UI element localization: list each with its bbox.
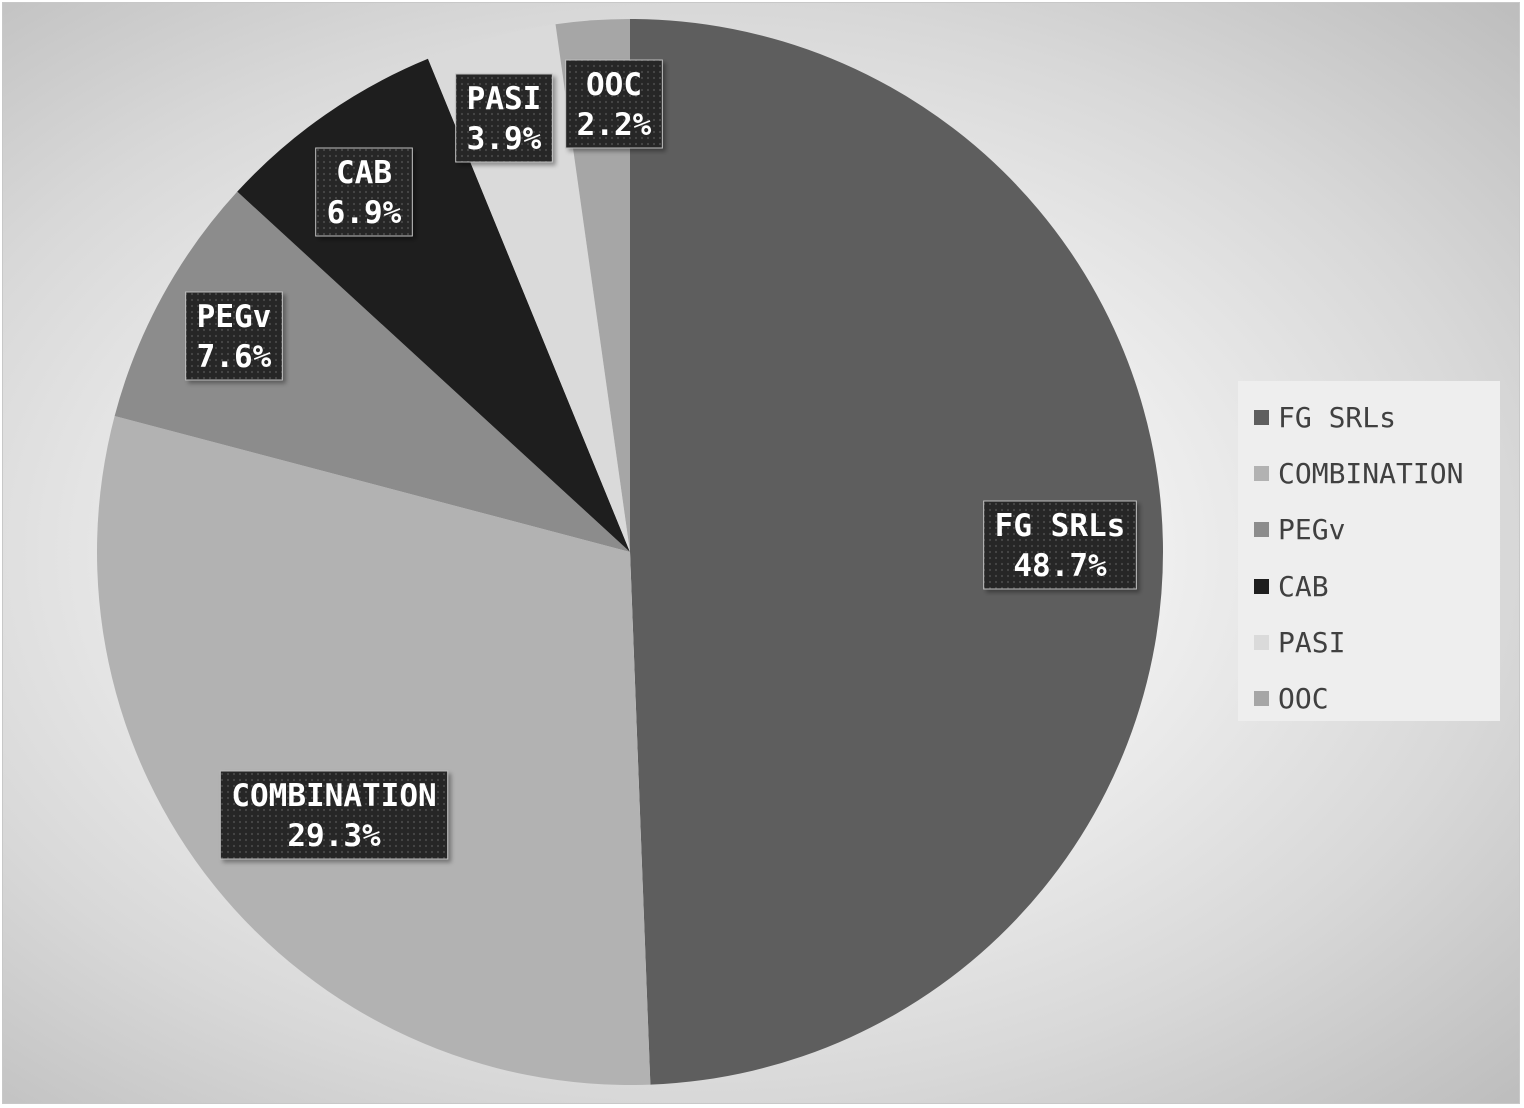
data-label-percent: 48.7%	[1013, 548, 1107, 584]
data-label-category: PASI	[467, 81, 542, 117]
pie-slice-pegv	[114, 191, 631, 552]
data-label-category: FG SRLs	[995, 508, 1126, 544]
legend-item-fg-srls: FG SRLs	[1238, 389, 1500, 445]
data-labels: FG SRLs 48.7% COMBINATION 29.3% PEGv 7.6% CAB 6…	[185, 59, 1137, 860]
legend-label: COMBINATION	[1278, 456, 1464, 490]
legend-label: OOC	[1278, 682, 1329, 716]
data-label-box	[565, 59, 663, 149]
pie-chart: FG SRLs 48.7% COMBINATION 29.3% PEGv 7.6% CAB 6…	[96, 19, 1164, 1086]
legend-item-pegv: PEGv	[1238, 502, 1500, 558]
legend-swatch	[1254, 522, 1269, 538]
legend-swatch	[1254, 634, 1269, 650]
legend-item-cab: CAB	[1238, 558, 1500, 614]
data-label-box	[983, 500, 1137, 590]
legend-label: PASI	[1278, 625, 1346, 659]
legend-item-combination: COMBINATION	[1238, 445, 1500, 501]
legend-swatch	[1254, 578, 1269, 594]
pie-slice-combination	[96, 415, 651, 1086]
data-label-ooc: OOC 2.2%	[565, 59, 663, 149]
legend-swatch	[1254, 691, 1269, 707]
data-label-cab: CAB 6.9%	[315, 147, 413, 237]
legend-label: CAB	[1278, 569, 1329, 603]
legend-swatch	[1254, 409, 1269, 425]
data-label-pasi: PASI 3.9%	[455, 73, 553, 163]
pie-slice-ooc	[555, 19, 630, 552]
pie-slice-fg-srls	[630, 19, 1164, 1085]
legend: FG SRLs COMBINATION PEGv CAB PASI OOC	[1238, 381, 1500, 721]
data-label-percent: 2.2%	[577, 107, 652, 143]
legend-swatch	[1254, 465, 1269, 481]
legend-item-pasi: PASI	[1238, 614, 1500, 670]
data-label-fg-srls: FG SRLs 48.7%	[983, 500, 1137, 590]
data-label-combination: COMBINATION 29.3%	[219, 770, 449, 860]
data-label-category: CAB	[336, 155, 392, 191]
data-label-pegv: PEGv 7.6%	[185, 291, 283, 381]
data-label-percent: 7.6%	[197, 339, 272, 375]
legend-item-ooc: OOC	[1238, 670, 1500, 726]
data-label-category: PEGv	[197, 299, 272, 335]
data-label-box	[315, 147, 413, 237]
data-label-box	[219, 770, 449, 860]
legend-label: PEGv	[1278, 513, 1346, 547]
data-label-box	[455, 73, 553, 163]
data-label-percent: 29.3%	[287, 818, 381, 854]
legend-label: FG SRLs	[1278, 400, 1397, 434]
data-label-percent: 6.9%	[327, 195, 402, 231]
data-label-category: COMBINATION	[231, 778, 436, 814]
data-label-category: OOC	[586, 67, 642, 103]
data-label-box	[185, 291, 283, 381]
data-label-percent: 3.9%	[467, 121, 542, 157]
